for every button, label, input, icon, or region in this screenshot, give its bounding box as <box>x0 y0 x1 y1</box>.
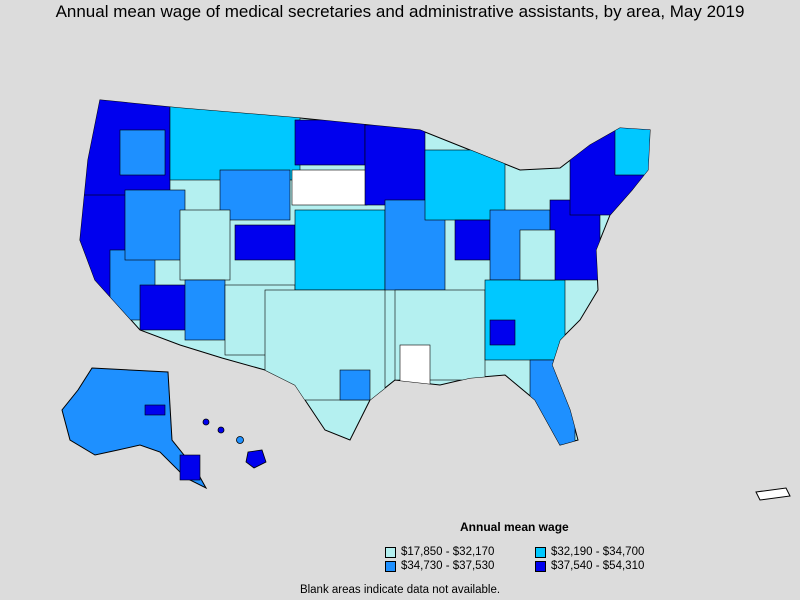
legend-label: $17,850 - $32,170 <box>401 546 495 558</box>
legend-item: $37,540 - $54,310 <box>535 560 685 572</box>
legend-title: Annual mean wage <box>460 520 569 534</box>
map-legend: Annual mean wage $17,850 - $32,170 $32,1… <box>385 520 685 572</box>
footnote: Blank areas indicate data not available. <box>299 584 501 596</box>
hawaii-oahu <box>217 426 225 434</box>
region-maine <box>614 124 650 176</box>
legend-label: $34,730 - $37,530 <box>401 560 495 572</box>
legend-swatch <box>385 546 396 558</box>
region-wisconsin-michigan <box>424 149 506 221</box>
hawaii-maui <box>236 436 244 444</box>
region-wyoming <box>219 169 291 221</box>
region-arizona-metro <box>139 284 191 331</box>
puerto-rico <box>755 487 791 501</box>
conus-region <box>79 99 651 446</box>
region-atlanta <box>489 319 516 346</box>
region-chicago <box>454 219 491 261</box>
region-minnesota <box>364 124 426 206</box>
map-title: Annual mean wage of medical secretaries … <box>55 2 745 21</box>
alaska <box>61 367 208 490</box>
region-no-data-dakota <box>291 169 368 206</box>
legend-swatch <box>385 560 396 572</box>
alaska-southeast <box>179 454 201 481</box>
region-north-dakota <box>294 119 366 166</box>
region-nebraska-kansas <box>294 209 386 291</box>
alaska-anchorage <box>144 404 166 416</box>
region-nevada <box>124 189 186 261</box>
hawaii-kauai <box>202 418 210 426</box>
region-texas-metro <box>339 369 371 401</box>
region-utah <box>179 209 231 281</box>
legend-item: $32,190 - $34,700 <box>535 546 685 558</box>
region-oregon-interior <box>119 129 166 176</box>
hawaii-big-island <box>245 449 267 469</box>
legend-item: $17,850 - $32,170 <box>385 546 535 558</box>
legend-swatch <box>535 546 546 558</box>
legend-label: $37,540 - $54,310 <box>551 560 645 572</box>
region-appalachia <box>519 229 556 281</box>
legend-swatch <box>535 560 546 572</box>
legend-label: $32,190 - $34,700 <box>551 546 645 558</box>
region-colorado-front-range <box>234 224 296 261</box>
region-no-data-mississippi <box>399 344 431 386</box>
legend-item: $34,730 - $37,530 <box>385 560 535 572</box>
hawaii <box>202 418 267 469</box>
region-arizona <box>184 279 226 341</box>
